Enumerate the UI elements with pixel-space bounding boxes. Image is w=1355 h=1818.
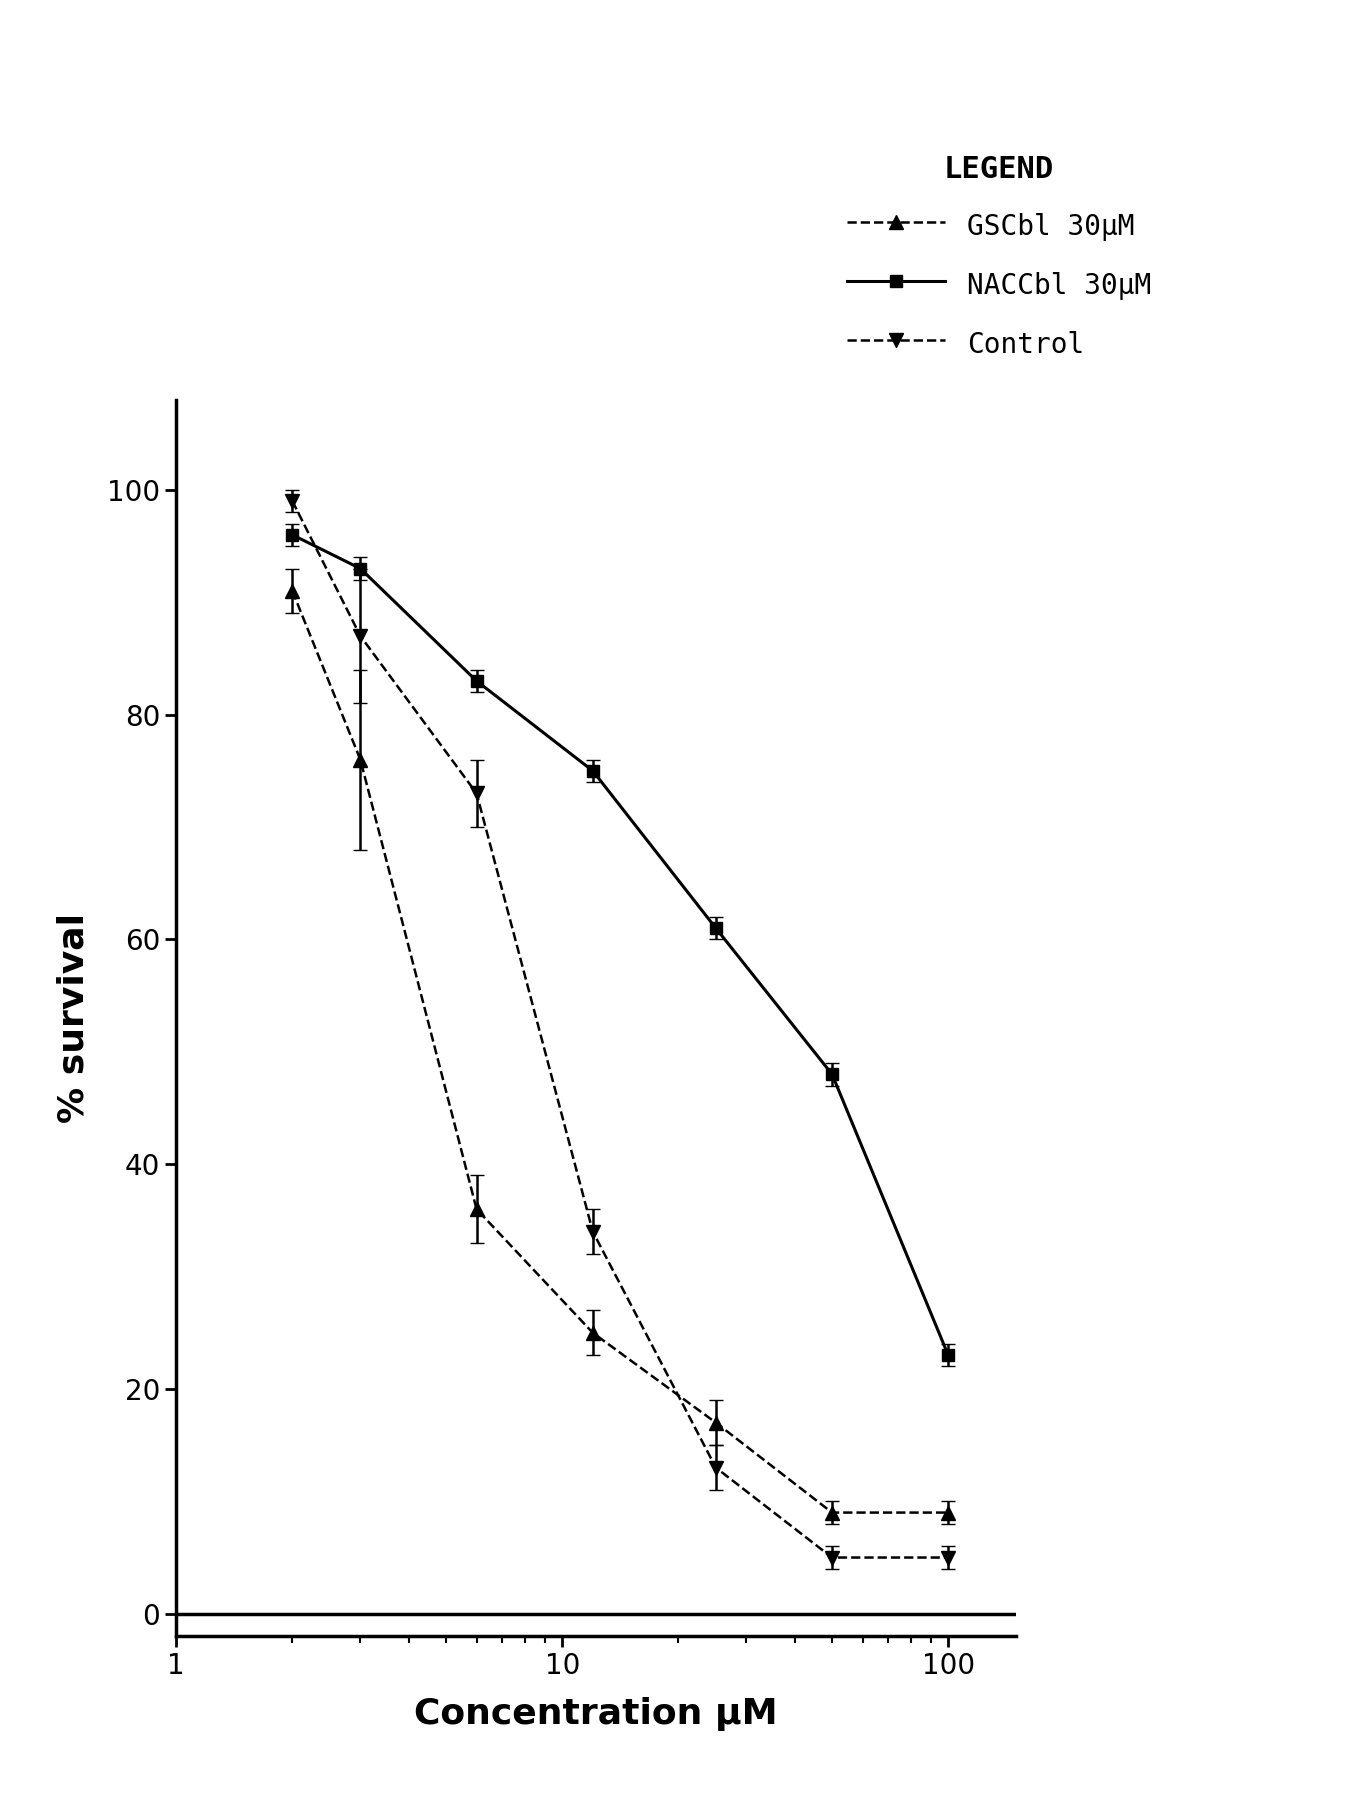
Y-axis label: % survival: % survival [57, 913, 91, 1124]
X-axis label: Concentration μM: Concentration μM [415, 1696, 778, 1731]
Legend: GSCbl 30μM, NACCbl 30μM, Control: GSCbl 30μM, NACCbl 30μM, Control [833, 142, 1165, 375]
